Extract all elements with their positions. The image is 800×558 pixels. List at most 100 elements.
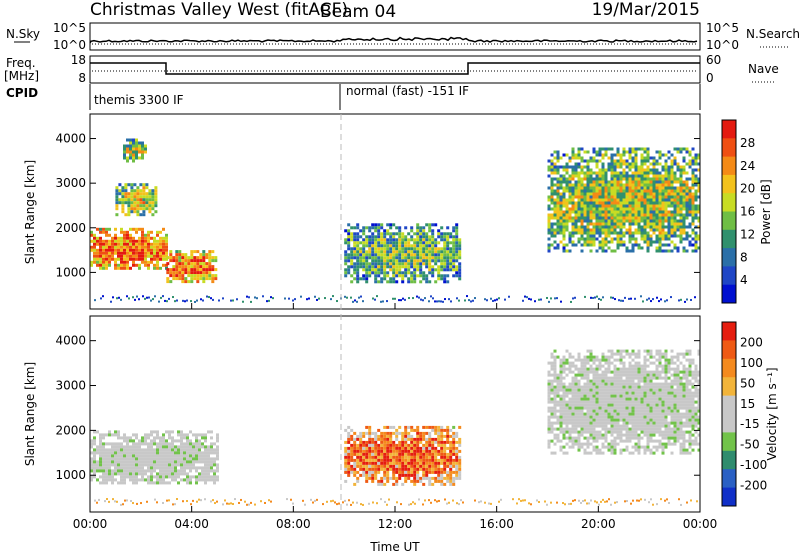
echo-cell [664, 300, 666, 302]
echo-cell [563, 416, 566, 419]
echo-cell [596, 410, 599, 413]
echo-cell [401, 465, 404, 468]
echo-cell [623, 226, 626, 229]
echo-cell [617, 160, 620, 163]
echo-cell [641, 193, 644, 196]
echo-cell [620, 229, 623, 232]
echo-cell [635, 238, 638, 241]
echo-cell [126, 261, 129, 264]
echo-cell [108, 252, 111, 255]
echo-cell [677, 148, 680, 151]
echo-cell [644, 392, 647, 395]
echo-cell [419, 456, 422, 459]
echo-cell [440, 447, 443, 450]
echo-cell [623, 401, 626, 404]
echo-cell [566, 208, 569, 211]
echo-cell [590, 190, 593, 193]
echo-cell [605, 187, 608, 190]
echo-cell [437, 459, 440, 462]
echo-cell [551, 416, 554, 419]
echo-cell [138, 448, 141, 451]
echo-cell [686, 190, 689, 193]
echo-cell [183, 457, 186, 460]
echo-cell [413, 471, 416, 474]
echo-cell [449, 477, 452, 480]
echo-cell [458, 262, 461, 265]
echo-cell [374, 438, 377, 441]
echo-cell [93, 448, 96, 451]
echo-cell [569, 404, 572, 407]
echo-cell [602, 416, 605, 419]
echo-cell [458, 444, 461, 447]
echo-cell [446, 226, 449, 229]
echo-cell [611, 175, 614, 178]
echo-cell [386, 244, 389, 247]
echo-cell [213, 457, 216, 460]
echo-cell [575, 401, 578, 404]
echo-cell [362, 241, 365, 244]
echo-cell [324, 297, 326, 299]
echo-cell [148, 192, 151, 195]
echo-cell [165, 246, 168, 249]
echo-cell [132, 457, 135, 460]
echo-cell [671, 190, 674, 193]
echo-cell [551, 425, 554, 428]
echo-cell [632, 178, 635, 181]
echo-cell [686, 226, 689, 229]
echo-cell [138, 451, 141, 454]
echo-cell [353, 226, 356, 229]
echo-cell [554, 178, 557, 181]
echo-cell [386, 247, 389, 250]
echo-cell [572, 217, 575, 220]
echo-cell [401, 232, 404, 235]
echo-cell [659, 151, 662, 154]
echo-cell [159, 252, 162, 255]
echo-cell [377, 241, 380, 244]
echo-cell [216, 439, 219, 442]
echo-cell [638, 175, 641, 178]
echo-cell [141, 472, 144, 475]
echo-cell [132, 148, 135, 151]
echo-cell [362, 450, 365, 453]
echo-cell [490, 298, 492, 300]
echo-cell [611, 452, 614, 455]
echo-cell [590, 220, 593, 223]
echo-cell [365, 447, 368, 450]
echo-cell [347, 268, 350, 271]
echo-cell [449, 444, 452, 447]
echo-cell [102, 466, 105, 469]
echo-cell [389, 241, 392, 244]
echo-cell [350, 444, 353, 447]
echo-cell [443, 459, 446, 462]
echo-cell [620, 160, 623, 163]
echo-cell [557, 392, 560, 395]
echo-cell [548, 217, 551, 220]
echo-cell [683, 202, 686, 205]
echo-cell [383, 447, 386, 450]
echo-cell [111, 433, 114, 436]
echo-cell [671, 163, 674, 166]
echo-cell [614, 392, 617, 395]
echo-cell [605, 193, 608, 196]
echo-cell [560, 199, 563, 202]
echo-cell [383, 268, 386, 271]
echo-cell [96, 469, 99, 472]
echo-cell [448, 298, 450, 300]
echo-cell [208, 268, 211, 271]
echo-cell [572, 166, 575, 169]
echo-cell [150, 457, 153, 460]
echo-cell [632, 446, 635, 449]
echo-cell [132, 249, 135, 252]
echo-cell [611, 392, 614, 395]
echo-cell [617, 193, 620, 196]
echo-cell [614, 154, 617, 157]
echo-cell [572, 220, 575, 223]
echo-cell [201, 472, 204, 475]
echo-cell [211, 280, 214, 283]
echo-cell [386, 265, 389, 268]
echo-cell [248, 296, 250, 298]
echo-cell [587, 232, 590, 235]
echo-cell [635, 214, 638, 217]
echo-cell [425, 471, 428, 474]
echo-cell [656, 163, 659, 166]
